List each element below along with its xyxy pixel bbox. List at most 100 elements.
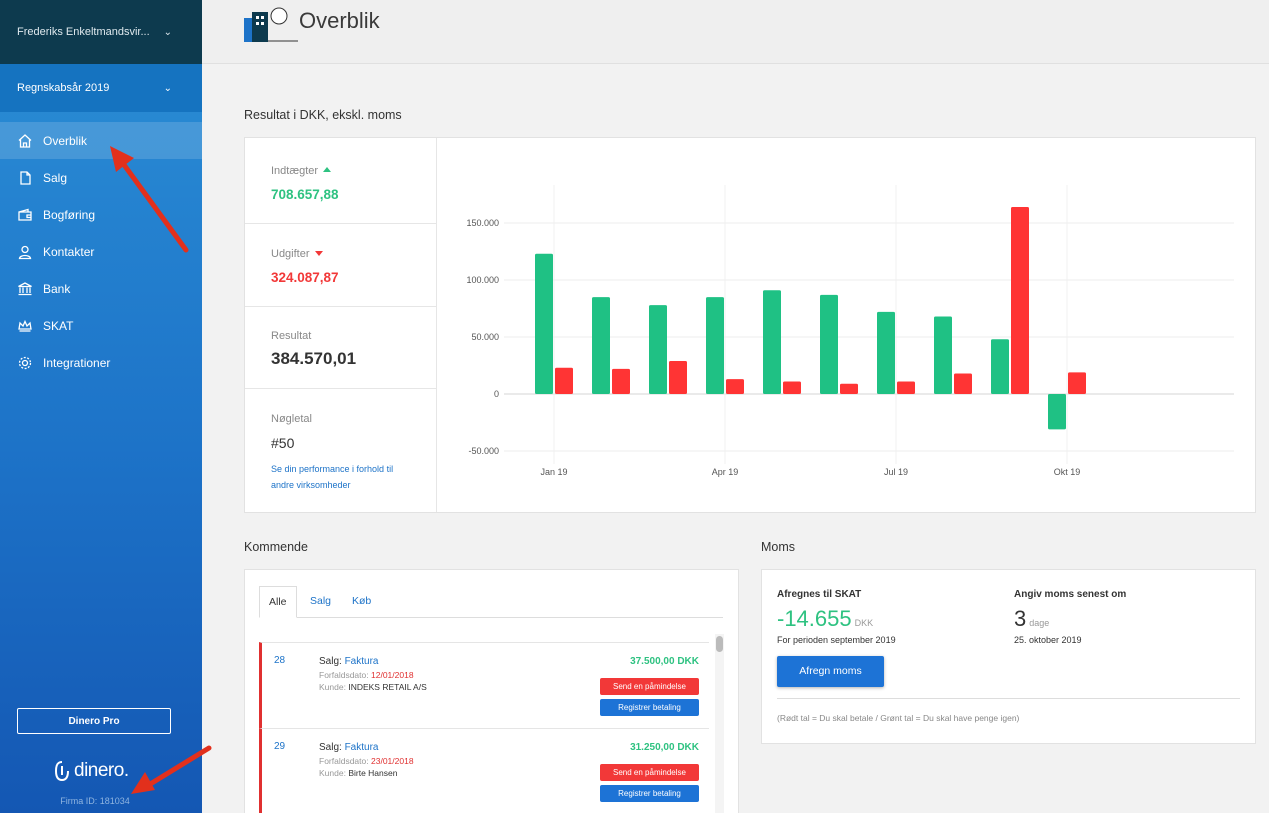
gear-icon (18, 356, 32, 369)
result-section-title: Resultat i DKK, ekskl. moms (244, 108, 402, 122)
income-bar[interactable] (991, 339, 1009, 394)
sidebar: Frederiks Enkeltmandsvir... ⌄ Regnskabså… (0, 0, 202, 813)
income-bar[interactable] (934, 316, 952, 394)
dinero-pro-button[interactable]: Dinero Pro (17, 708, 171, 734)
firma-id: Firma ID: 181034 (60, 796, 130, 806)
item-amount: 31.250,00 DKK (630, 742, 699, 753)
invoice-link[interactable]: Faktura (344, 742, 379, 753)
afregn-moms-button[interactable]: Afregn moms (777, 656, 884, 687)
income-bar[interactable] (706, 297, 724, 394)
tab-alle[interactable]: Alle (259, 586, 297, 618)
sidebar-nav: Overblik Salg Bogføring Kontakter Bank S… (0, 122, 202, 381)
item-customer: Kunde: INDEKS RETAIL A/S (319, 682, 427, 692)
fiscal-year-switcher[interactable]: Regnskabsår 2019 ⌄ (0, 64, 202, 112)
deadline-date: 25. oktober 2019 (1014, 635, 1082, 645)
user-icon (18, 245, 32, 259)
expense-bar[interactable] (783, 381, 801, 394)
expense-bar[interactable] (1068, 372, 1086, 394)
result-label: Resultat (271, 330, 312, 342)
sidebar-item-bank[interactable]: Bank (0, 270, 202, 307)
kpi-column: Indtægter 708.657,88 Udgifter 324.087,87… (245, 138, 437, 512)
expense-bar[interactable] (555, 367, 573, 394)
moms-note: (Rødt tal = Du skal betale / Grønt tal =… (777, 713, 1020, 723)
expense-bar[interactable] (612, 368, 630, 394)
item-number[interactable]: 29 (274, 741, 286, 752)
result-card: Indtægter 708.657,88 Udgifter 324.087,87… (244, 137, 1256, 513)
income-bar[interactable] (535, 253, 553, 394)
upcoming-section-title: Kommende (244, 540, 308, 554)
sidebar-item-label: Overblik (43, 133, 88, 148)
item-number[interactable]: 28 (274, 655, 286, 666)
company-switcher[interactable]: Frederiks Enkeltmandsvir... ⌄ (0, 0, 202, 64)
expenses-value: 324.087,87 (271, 270, 339, 285)
y-tick-label: 0 (494, 389, 499, 399)
arrow-down-icon (314, 251, 323, 256)
sidebar-item-skat[interactable]: SKAT (0, 307, 202, 344)
item-due-date: Forfaldsdato: 23/01/2018 (319, 756, 414, 766)
expense-bar[interactable] (726, 379, 744, 394)
dinero-logo: dinero. (54, 760, 129, 782)
sidebar-item-overblik[interactable]: Overblik (0, 122, 202, 159)
fiscal-year-label: Regnskabsår 2019 (17, 82, 110, 94)
bank-icon (18, 281, 32, 295)
income-bar[interactable] (877, 311, 895, 394)
income-bar[interactable] (649, 305, 667, 394)
moms-card: Afregnes til SKAT -14.655 DKK For periode… (761, 569, 1256, 744)
item-due-date: Forfaldsdato: 12/01/2018 (319, 670, 414, 680)
buildings-icon (244, 7, 298, 42)
kpi-expenses: Udgifter 324.087,87 (245, 224, 437, 307)
sidebar-item-kontakter[interactable]: Kontakter (0, 233, 202, 270)
expense-bar[interactable] (840, 383, 858, 394)
deadline-value: 3 dage (1014, 606, 1050, 631)
upcoming-tabs: Alle Salg Køb (259, 586, 723, 618)
tab-kob[interactable]: Køb (352, 595, 372, 607)
crown-icon (18, 319, 32, 332)
settle-value: -14.655 DKK (777, 606, 874, 631)
document-icon (20, 170, 31, 185)
register-payment-button[interactable]: Registrer betaling (600, 699, 699, 716)
invoice-link[interactable]: Faktura (344, 656, 379, 667)
sidebar-item-label: Kontakter (43, 244, 95, 259)
sidebar-item-label: Salg (43, 170, 68, 185)
logo-text: dinero. (74, 760, 129, 781)
deadline-title: Angiv moms senest om (1014, 589, 1127, 600)
upcoming-scrollbar[interactable] (715, 634, 724, 813)
performance-link[interactable]: Se din performance i forhold til andre v… (271, 464, 394, 490)
sidebar-item-label: SKAT (43, 318, 74, 333)
sidebar-item-label: Bogføring (43, 207, 96, 222)
y-tick-label: -50.000 (468, 446, 499, 456)
expense-bar[interactable] (669, 360, 687, 394)
chevron-down-icon: ⌄ (163, 26, 172, 38)
result-value: 384.570,01 (271, 349, 357, 368)
income-bar[interactable] (592, 297, 610, 394)
y-tick-label: 100.000 (466, 275, 499, 285)
item-type: Salg: Faktura (319, 656, 379, 667)
expense-bar[interactable] (1011, 207, 1029, 394)
sidebar-item-bogforing[interactable]: Bogføring (0, 196, 202, 233)
company-name: Frederiks Enkeltmandsvir... (17, 26, 150, 38)
arrow-up-icon (323, 167, 332, 172)
scroll-thumb[interactable] (716, 636, 723, 652)
kpi-income: Indtægter 708.657,88 (245, 138, 437, 224)
sidebar-item-salg[interactable]: Salg (0, 159, 202, 196)
expenses-label: Udgifter (271, 248, 323, 260)
send-reminder-button[interactable]: Send en påmindelse (600, 764, 699, 781)
chevron-down-icon: ⌄ (163, 82, 172, 94)
kpi-result: Resultat 384.570,01 (245, 307, 437, 389)
income-label: Indtægter (271, 165, 332, 177)
home-icon (18, 133, 32, 148)
item-type: Salg: Faktura (319, 742, 379, 753)
expense-bar[interactable] (897, 381, 915, 394)
income-bar[interactable] (1048, 394, 1066, 430)
expense-bar[interactable] (954, 373, 972, 394)
income-bar[interactable] (820, 294, 838, 394)
sidebar-item-integrationer[interactable]: Integrationer (0, 344, 202, 381)
sidebar-item-label: Bank (43, 281, 71, 296)
send-reminder-button[interactable]: Send en påmindelse (600, 678, 699, 695)
x-tick-label: Jul 19 (884, 467, 908, 477)
register-payment-button[interactable]: Registrer betaling (600, 785, 699, 802)
moms-section-title: Moms (761, 540, 796, 554)
income-bar[interactable] (763, 290, 781, 394)
tab-salg[interactable]: Salg (310, 595, 332, 607)
page-header: Overblik (202, 0, 1269, 64)
